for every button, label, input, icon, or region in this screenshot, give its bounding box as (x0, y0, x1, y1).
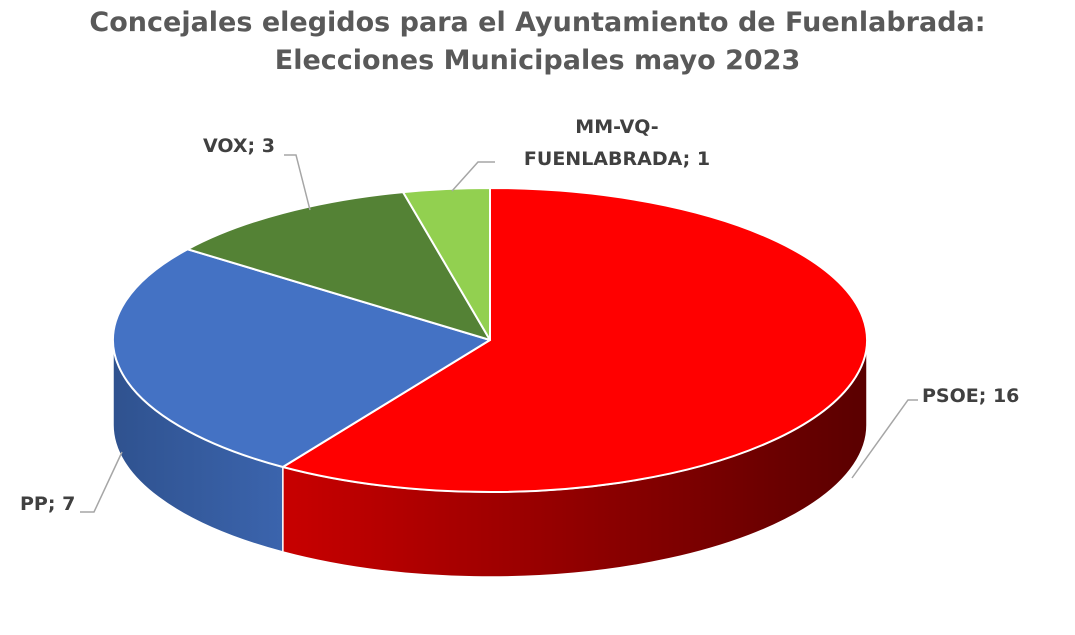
leader-line-mm-vq-fuenlabrada (451, 161, 495, 192)
data-label-line: VOX; 3 (203, 135, 275, 157)
data-label-line: PSOE; 16 (922, 385, 1019, 407)
leader-line-pp (80, 451, 123, 513)
chart-title-line-2: Elecciones Municipales mayo 2023 (274, 45, 801, 76)
data-label-vox: VOX; 3 (203, 135, 275, 157)
pie-slice-psoe (281, 187, 868, 493)
pie-slice-vox (186, 191, 491, 341)
data-label-psoe: PSOE; 16 (922, 385, 1019, 407)
data-label-mm-vq-fuenlabrada: MM-VQ- FUENLABRADA; 1 (524, 116, 710, 170)
leader-line-psoe (851, 399, 918, 479)
pie-slice-mm-vq-fuenlabrada (402, 187, 491, 341)
leader-line-vox (284, 154, 311, 211)
data-label-pp: PP; 7 (20, 493, 75, 515)
pie-slice-pp (112, 248, 491, 468)
chart-title: Concejales elegidos para el Ayuntamiento… (0, 4, 1075, 80)
data-label-line: MM-VQ- (575, 116, 658, 138)
data-label-line: FUENLABRADA; 1 (524, 148, 710, 170)
chart-title-line-1: Concejales elegidos para el Ayuntamiento… (89, 7, 986, 38)
data-label-line: PP; 7 (20, 493, 75, 515)
